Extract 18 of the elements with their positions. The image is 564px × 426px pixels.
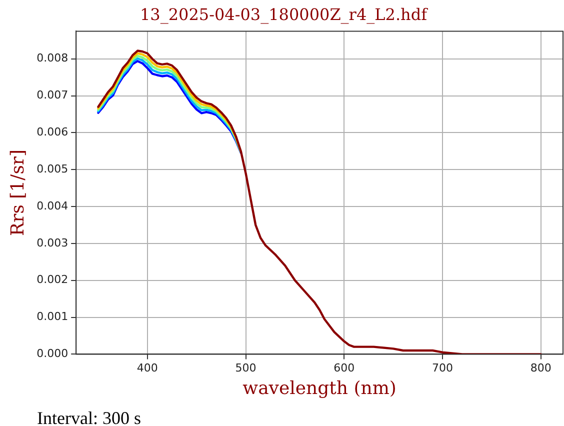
y-tick-label: 0.008 <box>36 52 68 65</box>
x-tick-label: 700 <box>432 362 453 375</box>
y-tick-label: 0.007 <box>36 88 68 102</box>
x-tick-label: 600 <box>334 362 355 375</box>
x-tick-label: 500 <box>235 362 256 375</box>
y-tick-label: 0.003 <box>36 236 68 250</box>
x-tick-label: 400 <box>136 362 158 375</box>
y-tick-label: 0.002 <box>36 273 68 286</box>
y-tick-label: 0.000 <box>36 347 68 360</box>
y-axis-title: Rrs [1/sr] <box>7 149 28 236</box>
text: Interval: 300 s <box>37 408 141 426</box>
x-axis-title: wavelength (nm) <box>242 378 396 399</box>
chart-title: 13_2025-04-03_180000Z_r4_L2.hdf <box>140 4 428 24</box>
y-tick-label: 0.005 <box>36 162 68 176</box>
y-tick-label: 0.001 <box>36 310 68 324</box>
y-tick-label: 0.004 <box>36 199 68 212</box>
y-tick-label: 0.006 <box>36 126 68 139</box>
x-tick-label: 800 <box>530 362 552 375</box>
